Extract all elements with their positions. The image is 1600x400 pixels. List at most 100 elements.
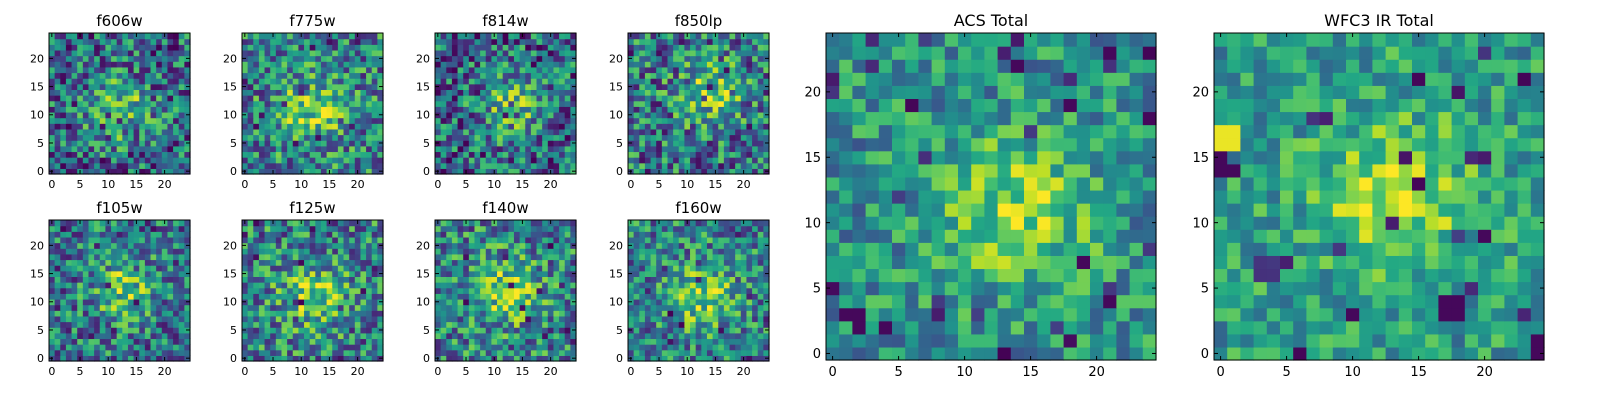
heatmap-cell: [133, 89, 140, 96]
heatmap-cell: [309, 338, 316, 345]
heatmap-cell: [173, 111, 180, 119]
heatmap-cell: [65, 151, 73, 158]
heatmap-cell: [723, 106, 731, 113]
heatmap-cell: [144, 298, 152, 306]
heatmap-cell: [628, 78, 635, 85]
heatmap-cell: [354, 134, 362, 141]
heatmap-cell: [144, 162, 152, 169]
heatmap-cell: [757, 332, 764, 340]
heatmap-cell: [184, 106, 191, 113]
heatmap-cell: [661, 344, 669, 351]
heatmap-cell: [167, 49, 174, 57]
heatmap-cell: [320, 248, 328, 255]
heatmap-cell: [656, 38, 663, 45]
heatmap-cell: [111, 253, 118, 261]
heatmap-cell: [718, 134, 725, 141]
heatmap-cell: [451, 327, 459, 334]
heatmap-cell: [167, 338, 174, 345]
heatmap-cell: [633, 349, 640, 356]
heatmap-cell: [639, 315, 646, 323]
heatmap-cell: [287, 282, 294, 289]
heatmap-cell: [525, 225, 532, 232]
heatmap-cell: [337, 293, 345, 300]
heatmap-cell: [457, 151, 464, 158]
heatmap-cell: [88, 95, 95, 102]
heatmap-cell: [332, 287, 339, 294]
heatmap-cell: [740, 338, 748, 345]
heatmap-cell: [639, 44, 646, 51]
heatmap-cell: [513, 111, 521, 119]
heatmap-cell: [729, 287, 736, 294]
heatmap-cell: [315, 355, 322, 362]
heatmap-cell: [530, 304, 538, 311]
heatmap-cell: [553, 338, 560, 345]
heatmap-cell: [684, 349, 691, 356]
heatmap-cell: [99, 253, 106, 261]
heatmap-cell: [264, 259, 271, 266]
heatmap-cell: [525, 355, 532, 362]
heatmap-cell: [530, 282, 538, 289]
heatmap-cell: [332, 61, 339, 68]
heatmap-cell: [530, 265, 538, 272]
heatmap-cell: [695, 33, 702, 40]
heatmap-cell: [77, 95, 84, 102]
heatmap-cell: [485, 49, 492, 57]
heatmap-cell: [525, 282, 532, 289]
heatmap-cell: [667, 355, 674, 362]
heatmap-cell: [49, 61, 56, 68]
heatmap-cell: [701, 344, 708, 351]
heatmap-cell: [298, 344, 305, 351]
heatmap-cell: [264, 236, 271, 244]
heatmap-cell: [530, 344, 538, 351]
heatmap-cell: [673, 338, 680, 345]
heatmap-cell: [332, 145, 339, 153]
heatmap-cell: [65, 33, 73, 40]
heatmap-cell: [88, 248, 95, 255]
heatmap-cell: [173, 327, 180, 334]
heatmap-cell: [315, 321, 322, 328]
heatmap-cell: [377, 49, 384, 57]
heatmap-cell: [451, 315, 459, 323]
heatmap-cell: [354, 151, 362, 158]
heatmap-cell: [258, 72, 266, 79]
heatmap-cell: [242, 162, 249, 169]
heatmap-cell: [678, 355, 685, 362]
heatmap-cell: [315, 293, 322, 300]
heatmap-cell: [656, 106, 663, 113]
heatmap-cell: [264, 344, 271, 351]
heatmap-cell: [253, 270, 260, 277]
heatmap-cell: [377, 78, 384, 85]
heatmap-cell: [337, 89, 345, 96]
y-tick-label: 0: [423, 352, 430, 365]
heatmap-cell: [752, 298, 759, 306]
heatmap-cell: [360, 276, 367, 283]
heatmap-cell: [287, 298, 294, 306]
heatmap-cell: [139, 242, 146, 249]
x-tick-label: 15: [515, 365, 529, 378]
heatmap-cell: [139, 89, 146, 96]
heatmap-cell: [661, 111, 669, 119]
heatmap-cell: [337, 128, 345, 136]
heatmap-cell: [366, 225, 373, 232]
heatmap-cell: [440, 140, 447, 147]
heatmap-cell: [763, 321, 770, 328]
heatmap-cell: [678, 100, 685, 107]
heatmap-cell: [508, 310, 515, 317]
heatmap-cell: [253, 44, 260, 51]
heatmap-cell: [173, 259, 180, 266]
heatmap-cell: [264, 220, 271, 227]
heatmap-cell: [173, 162, 180, 169]
heatmap-cell: [304, 248, 311, 255]
heatmap-cell: [547, 276, 555, 283]
heatmap-cell: [497, 151, 504, 158]
heatmap-cell: [536, 117, 543, 124]
heatmap-cell: [706, 168, 714, 175]
heatmap-cell: [337, 49, 345, 57]
heatmap-cell: [530, 111, 538, 119]
heatmap-cell: [178, 140, 185, 147]
heatmap-cell: [167, 355, 174, 362]
heatmap-cell: [161, 242, 169, 249]
heatmap-cell: [88, 83, 95, 90]
heatmap-cell: [639, 134, 646, 141]
